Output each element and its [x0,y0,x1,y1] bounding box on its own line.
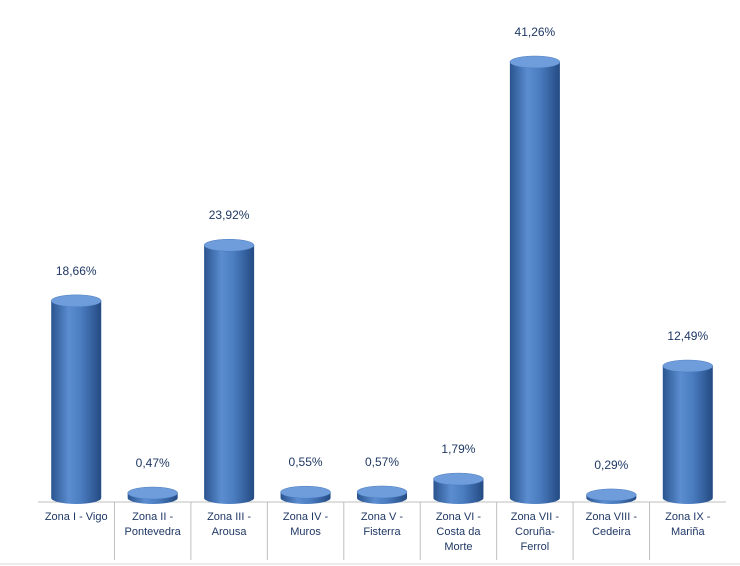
bar-top [433,472,484,486]
bar-top [509,55,561,69]
x-tick-label: Zona I - Vigo [44,511,108,523]
bar-top [586,488,637,502]
x-tick-label: Zona VIII - Cedeira [585,511,637,538]
x-tick-label: Zona VII - Coruña-Ferrol [510,511,560,553]
value-label: 0,55% [289,455,323,469]
bar-top [50,294,102,308]
bar-top [203,238,255,252]
value-label: 0,57% [365,455,399,469]
value-label: 0,29% [594,458,628,472]
bar [509,62,560,505]
value-label: 0,47% [136,456,170,470]
bar-top [662,359,714,373]
x-tick-label: Zona III - Arousa [207,511,252,538]
bar-top [127,486,178,500]
bar [662,366,713,504]
x-tick-label: Zona V - Fisterra [360,511,404,538]
value-label: 12,49% [667,329,708,343]
bar-top [280,485,331,499]
value-label: 18,66% [56,264,97,278]
value-label: 1,79% [441,442,475,456]
value-label: 41,26% [515,25,556,39]
bar-top [356,485,408,499]
value-label: 23,92% [209,208,250,222]
x-tick-label: Zona VI - Costa da Morte [435,511,482,553]
bar [204,245,255,504]
x-tick-label: Zona II - Pontevedra [124,511,181,538]
x-tick-label: Zona IX - Mariña [665,511,711,538]
x-tick-label: Zona IV - Muros [282,511,329,538]
bar [433,479,484,504]
bar [51,300,102,504]
